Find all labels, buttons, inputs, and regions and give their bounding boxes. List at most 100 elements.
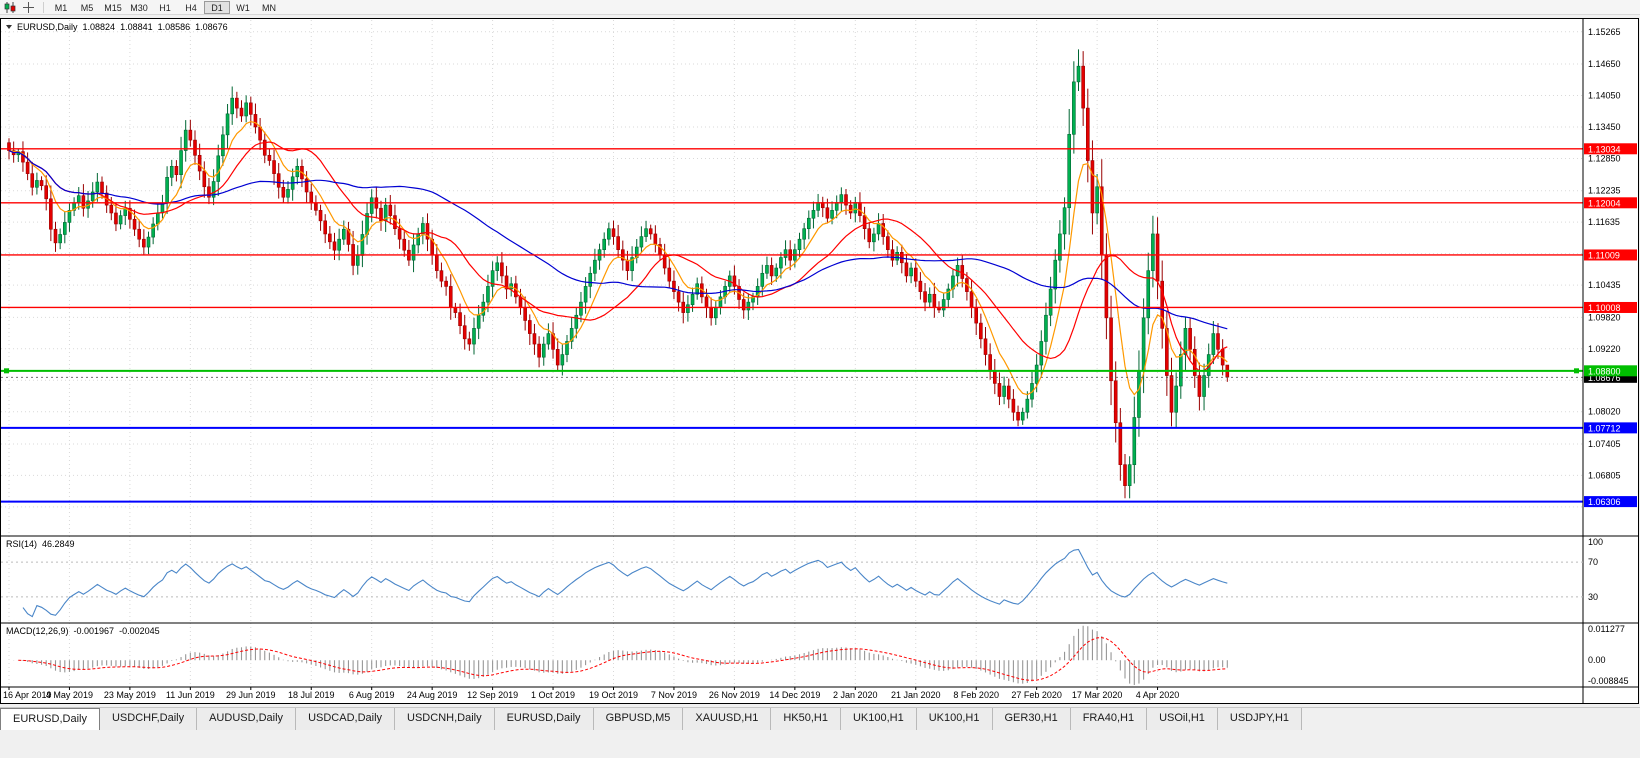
- svg-text:1.11009: 1.11009: [1588, 250, 1620, 260]
- timeframe-button-mn[interactable]: MN: [262, 2, 276, 13]
- level-price-tag-1.11009: 1.11009: [1584, 249, 1637, 261]
- svg-text:23 May 2019: 23 May 2019: [104, 690, 156, 700]
- level-price-tag-1.13034: 1.13034: [1584, 143, 1637, 155]
- chart-tab-audusd-daily-2[interactable]: AUDUSD,Daily: [197, 708, 297, 730]
- svg-text:1.07712: 1.07712: [1588, 423, 1621, 433]
- chart-tab-eurusd-daily-0[interactable]: EURUSD,Daily: [0, 708, 100, 730]
- chart-type-icon[interactable]: [3, 1, 17, 13]
- svg-text:27 Feb 2020: 27 Feb 2020: [1011, 690, 1062, 700]
- chart-tab-usdcad-daily-3[interactable]: USDCAD,Daily: [296, 708, 396, 730]
- svg-text:6 Aug 2019: 6 Aug 2019: [349, 690, 395, 700]
- timeframe-toolbar: M1 M5 M15 M30 H1 H4 D1 W1 MN: [0, 0, 1640, 15]
- svg-text:21 Jan 2020: 21 Jan 2020: [891, 690, 941, 700]
- moving-average-20-line: [8, 141, 1228, 372]
- chart-tab-eurusd-daily-5[interactable]: EURUSD,Daily: [494, 708, 594, 730]
- timeframe-button-m5[interactable]: M5: [80, 2, 94, 13]
- horizontal-level-lines[interactable]: [1, 148, 1583, 503]
- chart-tab-ger30-h1-11[interactable]: GER30,H1: [992, 708, 1071, 730]
- svg-text:1.09220: 1.09220: [1588, 344, 1621, 354]
- svg-text:19 Oct 2019: 19 Oct 2019: [589, 690, 638, 700]
- moving-average-55-line: [8, 150, 1228, 330]
- svg-text:-0.008845: -0.008845: [1588, 676, 1629, 686]
- svg-text:24 Aug 2019: 24 Aug 2019: [407, 690, 458, 700]
- svg-text:1.13034: 1.13034: [1588, 144, 1621, 154]
- svg-text:11 Jun 2019: 11 Jun 2019: [166, 690, 215, 700]
- svg-text:1 Oct 2019: 1 Oct 2019: [531, 690, 575, 700]
- chart-tab-xauusd-h1-7[interactable]: XAUUSD,H1: [683, 708, 772, 730]
- crosshair-icon[interactable]: [21, 1, 35, 13]
- chart-tab-gbpusd-m5-6[interactable]: GBPUSD,M5: [593, 708, 684, 730]
- level-price-tag-1.12004: 1.12004: [1584, 197, 1637, 209]
- current-price-tag: 1.08676: [1584, 371, 1637, 383]
- chart-tab-usdchf-daily-1[interactable]: USDCHF,Daily: [99, 708, 198, 730]
- toolbar-separator: [43, 1, 44, 13]
- svg-text:26 Nov 2019: 26 Nov 2019: [709, 690, 760, 700]
- svg-text:0.011277: 0.011277: [1588, 624, 1625, 634]
- chart-tab-usdjpy-h1-14[interactable]: USDJPY,H1: [1217, 708, 1303, 730]
- svg-text:1.12235: 1.12235: [1588, 186, 1621, 196]
- svg-text:18 Jul 2019: 18 Jul 2019: [288, 690, 335, 700]
- timeframe-button-h4[interactable]: H4: [185, 2, 197, 13]
- svg-text:29 Jun 2019: 29 Jun 2019: [226, 690, 276, 700]
- svg-text:12 Sep 2019: 12 Sep 2019: [467, 690, 518, 700]
- svg-text:0.00: 0.00: [1588, 655, 1606, 665]
- chart-window[interactable]: 1.15265 1.14650 1.14050 1.13450 1.12850 1.122…: [0, 18, 1639, 704]
- chart-background: [1, 19, 1638, 703]
- svg-text:1.06805: 1.06805: [1588, 470, 1621, 480]
- chart-tab-bar: EURUSD,Daily USDCHF,Daily AUDUSD,Daily USDC…: [0, 707, 1640, 730]
- macd-signal-line: [18, 637, 1228, 681]
- chart-tab-usoil-h1-13[interactable]: USOil,H1: [1147, 708, 1218, 730]
- timeframe-button-m30[interactable]: M30: [130, 2, 148, 13]
- status-strip: [0, 730, 1640, 758]
- timeframe-button-h1[interactable]: H1: [159, 2, 171, 13]
- svg-text:1.12850: 1.12850: [1588, 153, 1621, 163]
- svg-text:70: 70: [1588, 557, 1598, 567]
- svg-text:8 Feb 2020: 8 Feb 2020: [953, 690, 999, 700]
- svg-text:1.10008: 1.10008: [1588, 303, 1621, 313]
- level-price-tag-1.08800: 1.08800: [1584, 365, 1637, 377]
- price-tags: 1.08676 1.13034 1.12004 1.11009 1.10008 1.088…: [1584, 143, 1637, 508]
- macd-pane: 0.011277 0.00 -0.008845: [13, 624, 1629, 686]
- svg-text:100: 100: [1588, 537, 1603, 547]
- svg-text:16 Apr 2019: 16 Apr 2019: [3, 690, 52, 700]
- svg-text:17 Mar 2020: 17 Mar 2020: [1072, 690, 1123, 700]
- svg-text:1.08800: 1.08800: [1588, 366, 1621, 376]
- level-price-tag-1.10008: 1.10008: [1584, 301, 1637, 313]
- svg-text:1.10435: 1.10435: [1588, 280, 1621, 290]
- svg-text:1.09820: 1.09820: [1588, 312, 1621, 322]
- svg-text:1.15265: 1.15265: [1588, 27, 1621, 37]
- rsi-pane: 100 70 30: [1, 537, 1603, 618]
- svg-text:1.07405: 1.07405: [1588, 439, 1621, 449]
- svg-text:1.08020: 1.08020: [1588, 407, 1621, 417]
- svg-text:4 Apr 2020: 4 Apr 2020: [1136, 690, 1180, 700]
- timeframe-button-w1[interactable]: W1: [236, 2, 250, 13]
- svg-text:4 May 2019: 4 May 2019: [46, 690, 93, 700]
- svg-text:1.14050: 1.14050: [1588, 91, 1621, 101]
- svg-text:1.06306: 1.06306: [1588, 497, 1621, 507]
- moving-average-8-line: [8, 120, 1228, 396]
- chart-tab-hk50-h1-8[interactable]: HK50,H1: [771, 708, 841, 730]
- level-price-tag-1.06306: 1.06306: [1584, 496, 1637, 508]
- timeframe-button-m15[interactable]: M15: [104, 2, 122, 13]
- svg-text:2 Jan 2020: 2 Jan 2020: [833, 690, 878, 700]
- svg-text:1.11635: 1.11635: [1588, 217, 1620, 227]
- timeframe-button-d1[interactable]: D1: [204, 0, 230, 14]
- chart-tab-uk100-h1-9[interactable]: UK100,H1: [840, 708, 917, 730]
- svg-text:1.08676: 1.08676: [1588, 373, 1621, 383]
- price-scale[interactable]: 1.15265 1.14650 1.14050 1.13450 1.12850 1.122…: [1588, 27, 1621, 481]
- macd-histogram: [13, 625, 1228, 686]
- chart-tab-usdcnh-daily-4[interactable]: USDCNH,Daily: [395, 708, 495, 730]
- pane-separators[interactable]: [1, 19, 1638, 703]
- chart-tab-uk100-h1-10[interactable]: UK100,H1: [916, 708, 993, 730]
- svg-text:7 Nov 2019: 7 Nov 2019: [651, 690, 697, 700]
- svg-text:1.12004: 1.12004: [1588, 198, 1621, 208]
- chart-canvas[interactable]: 1.15265 1.14650 1.14050 1.13450 1.12850 1.122…: [1, 19, 1638, 703]
- svg-text:30: 30: [1588, 592, 1598, 602]
- chart-tab-fra40-h1-12[interactable]: FRA40,H1: [1070, 708, 1148, 730]
- timeframe-buttons: M1 M5 M15 M30 H1 H4 D1 W1 MN: [48, 0, 282, 14]
- level-price-tag-1.07712: 1.07712: [1584, 422, 1637, 434]
- svg-text:14 Dec 2019: 14 Dec 2019: [769, 690, 820, 700]
- timeframe-button-m1[interactable]: M1: [54, 2, 68, 13]
- svg-text:1.13450: 1.13450: [1588, 122, 1621, 132]
